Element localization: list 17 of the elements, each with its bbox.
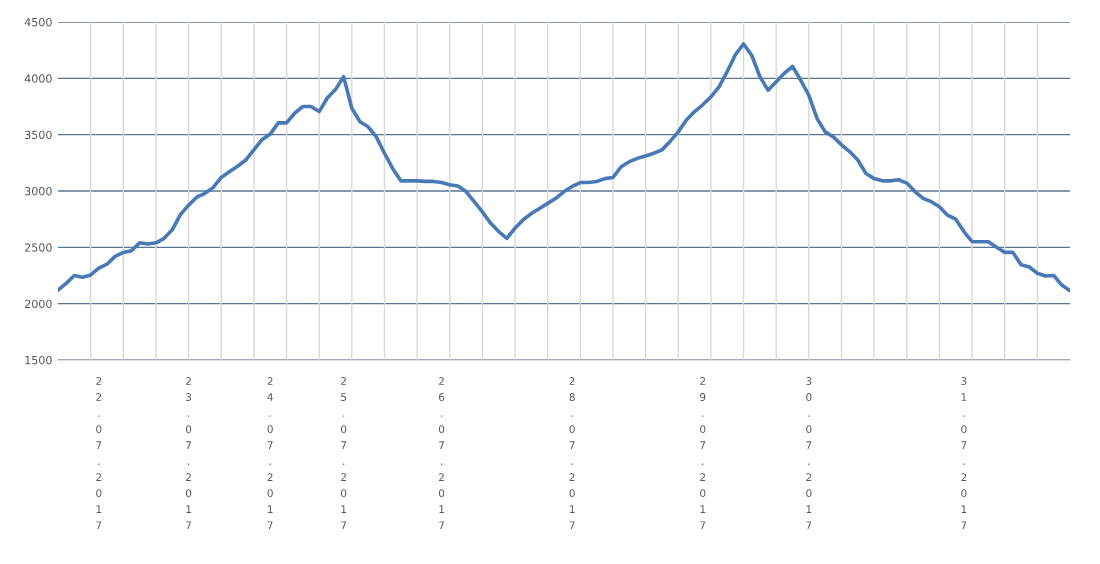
category-label: 30.07.2017: [806, 377, 812, 529]
category-label: 24.07.2017: [267, 377, 273, 529]
category-label: 26.07.2017: [438, 377, 445, 529]
line-series: [58, 42, 1070, 293]
y-tick-label: 4500: [24, 17, 52, 27]
y-tick-label: 1500: [25, 355, 52, 365]
category-label: 23.07.2017: [185, 377, 192, 529]
category-label: 22.07.2017: [96, 377, 102, 529]
category-label: 31.07.2017: [961, 377, 967, 529]
y-tick-label: 4000: [24, 74, 52, 83]
category-label: 29.07.2017: [700, 377, 706, 529]
y-tick-label: 3000: [25, 186, 52, 196]
category-label: 25.07.2017: [341, 377, 347, 529]
y-tick-label: 2500: [24, 243, 52, 252]
y-tick-label: 2000: [24, 299, 52, 309]
category-label: 28.07.2017: [569, 377, 575, 529]
y-tick-label: 3500: [25, 130, 52, 140]
